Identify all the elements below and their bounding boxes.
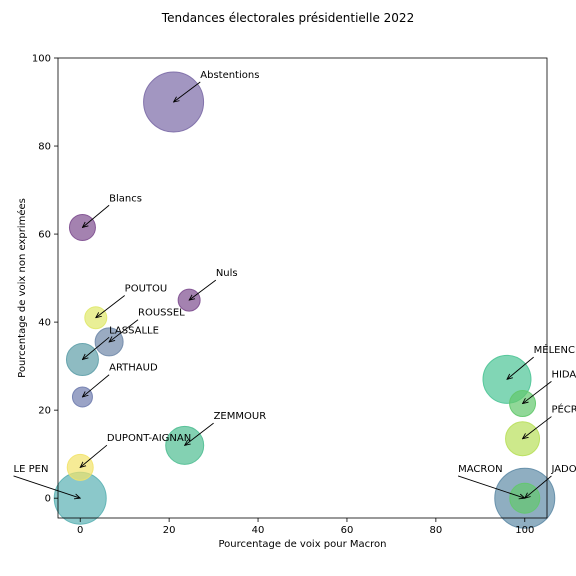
annotation-label-9: LE PEN [14,464,49,475]
annotation-label-10: MÉLENCHON [534,343,576,356]
annotation-label-2: Nuls [216,268,238,279]
y-axis: 0 20 40 60 80 100 [32,54,58,505]
annotation-arrow-8 [80,444,108,467]
x-tick-label-2: 40 [252,525,265,536]
plot-frame [57,57,548,519]
bubble-14 [509,482,541,514]
annotation-arrow-4 [109,319,139,342]
annotation-label-13: MACRON [458,464,503,475]
annotation-arrow-7 [185,422,214,445]
annotation-arrow-10 [507,356,534,379]
annotation-arrow-2 [189,279,217,300]
x-tick-label-1: 20 [163,525,176,536]
annotation-label-3: POUTOU [125,284,168,295]
annotation-label-8: DUPONT-AIGNAN [107,433,191,444]
annotation-arrow-9 [13,475,81,498]
annotation-label-6: ARTHAUD [109,363,158,374]
annotation-arrow-0 [174,81,201,102]
y-tick-label-5: 100 [32,54,51,65]
y-tick-label-3: 60 [38,230,51,241]
bubble-layer [53,71,556,529]
x-tick-label-3: 60 [341,525,354,536]
annotation-label-11: HIDALGO [551,369,576,380]
y-tick-label-2: 40 [38,318,51,329]
chart-title: Tendances électorales présidentielle 202… [161,11,414,25]
x-axis-label: Pourcentage de voix pour Macron [218,539,386,550]
y-tick-label-0: 0 [45,494,51,505]
x-axis: 0 20 40 60 80 100 [77,518,534,536]
annotation-label-5: LASSALLE [109,325,159,336]
x-tick-label-4: 80 [429,525,442,536]
x-tick-label-0: 0 [77,525,83,536]
y-axis-label: Pourcentage de voix non exprimées [16,198,28,378]
annotation-label-7: ZEMMOUR [214,411,267,422]
annotation-arrow-6 [82,374,110,397]
annotation-label-1: Blancs [109,193,142,204]
annotation-layer: Abstentions Blancs Nuls POUTOU ROUSSEL LASSAL… [13,70,576,498]
annotation-label-14: JADOT [550,464,576,475]
annotation-arrow-13 [457,475,525,498]
x-tick-label-5: 100 [515,525,534,536]
annotation-arrow-1 [82,204,110,227]
y-tick-label-1: 20 [38,406,51,417]
annotation-arrow-5 [82,336,110,359]
annotation-arrow-3 [96,295,125,318]
y-tick-label-4: 80 [38,142,51,153]
annotation-label-4: ROUSSEL [138,308,185,319]
annotation-label-12: PÉCRESSE [551,403,576,416]
annotation-label-0: Abstentions [200,70,259,81]
